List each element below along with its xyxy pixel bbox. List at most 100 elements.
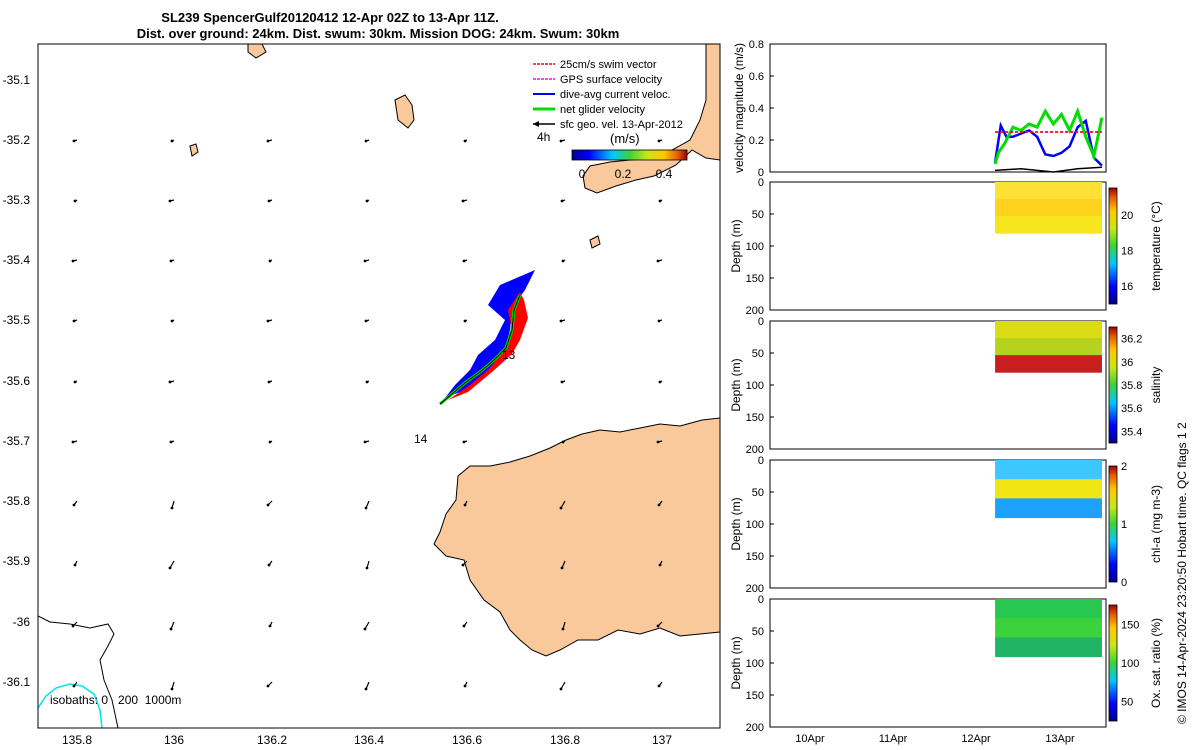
depth-ytick-label: 100 <box>746 241 764 253</box>
lat-tick-label: -35.1 <box>3 73 31 87</box>
depth-colorbar <box>1108 465 1118 583</box>
sfc-arrow <box>169 440 175 444</box>
depth-ylabel: Depth (m) <box>729 636 743 689</box>
depth-colorbar-label: temperature (°C) <box>1149 201 1163 291</box>
sfc-arrow <box>657 681 663 688</box>
lat-tick-label: -35.3 <box>3 193 31 207</box>
sfc-arrow <box>658 380 663 384</box>
depth-panel: 0 50 100 150 200 Depth (m) 16 18 20 temperature (… <box>729 177 1163 317</box>
time-tick-label: 10Apr <box>795 733 825 745</box>
sfc-arrow <box>170 139 175 143</box>
velocity-ytick-label: 0.6 <box>749 71 764 83</box>
heatmap-cell-band <box>995 469 1102 480</box>
depth-ytick-label: 0 <box>758 177 764 189</box>
lat-tick-label: -36 <box>13 615 31 629</box>
depth-colorbar-tick: 20 <box>1121 210 1133 222</box>
depth-ylabel: Depth (m) <box>729 358 743 411</box>
time-tick-label: 12Apr <box>961 733 991 745</box>
depth-ytick-label: 100 <box>746 658 764 670</box>
sfc-arrow <box>462 259 468 263</box>
sfc-arrow <box>559 319 566 323</box>
depth-ylabel: Depth (m) <box>729 219 743 272</box>
sfc-arrow <box>169 621 175 631</box>
figure-title-line1: SL239 SpencerGulf20120412 12-Apr 02Z to … <box>161 10 498 25</box>
small-island <box>394 94 415 129</box>
depth-ytick-label: 150 <box>746 273 764 285</box>
lat-tick-label: -36.1 <box>3 675 31 689</box>
glider-path-line <box>439 294 521 405</box>
heatmap-cell-band <box>995 355 1102 365</box>
depth-colorbar-tick: 36 <box>1121 357 1133 369</box>
sfc-arrow <box>463 500 468 507</box>
heatmap-cell-band <box>995 207 1102 217</box>
depth-colorbar-tick: 0 <box>1121 577 1127 589</box>
sfc-arrow <box>169 259 175 263</box>
velocity-frame <box>769 43 1107 173</box>
sfc-arrow <box>72 500 78 507</box>
sfc-arrow <box>71 440 78 444</box>
sfc-arrow <box>72 319 78 323</box>
lon-tick-label: 136.4 <box>354 733 384 747</box>
scale-label-4h: 4h <box>537 130 550 144</box>
sfc-arrow <box>266 139 273 143</box>
sfc-arrow <box>266 500 273 507</box>
depth-colorbar-tick: 35.8 <box>1121 380 1142 392</box>
lon-tick-label: 136.2 <box>257 733 287 747</box>
map-frame <box>37 43 721 729</box>
map-colorbar-tick: 0.2 <box>615 167 632 181</box>
lat-tick-label: -35.7 <box>3 434 31 448</box>
sfc-arrow <box>363 621 370 631</box>
depth-colorbar-tick: 16 <box>1121 281 1133 293</box>
heatmap-cell-band <box>995 224 1102 234</box>
depth-ytick-label: 150 <box>746 690 764 702</box>
heatmap-cell-band <box>995 508 1102 519</box>
sfc-arrow <box>364 500 370 510</box>
depth-colorbar-label: Ox. sat. ratio (%) <box>1149 618 1163 708</box>
map-colorbar-tick: 0 <box>579 167 586 181</box>
sfc-arrow <box>168 380 175 384</box>
sfc-arrow <box>656 621 663 628</box>
map-lat-axis: -35.1 -35.2 -35.3 -35.4 -35.5 -35.6 -35.… <box>3 73 31 689</box>
heatmap-cell-band <box>995 182 1102 192</box>
sfc-arrow <box>657 500 663 507</box>
lat-tick-label: -35.5 <box>3 313 31 327</box>
legend-label-swim: 25cm/s swim vector <box>560 59 657 71</box>
depth-colorbar-tick: 18 <box>1121 245 1133 257</box>
sfc-arrow <box>560 380 566 384</box>
isobath-0m <box>38 615 119 728</box>
sfc-arrow <box>268 440 273 444</box>
legend-label-current: dive-avg current veloc. <box>560 89 671 101</box>
depth-ytick-label: 0 <box>758 455 764 467</box>
depth-ytick-label: 50 <box>752 348 764 360</box>
depth-ytick-label: 50 <box>752 209 764 221</box>
sfc-arrow <box>170 500 175 510</box>
depth-ytick-label: 0 <box>758 316 764 328</box>
depth-colorbar-tick: 2 <box>1121 461 1127 473</box>
velocity-series <box>993 106 1104 173</box>
velocity-panel: 0 0.2 0.4 0.6 0.8 velocity magnitude (m/s) <box>732 39 1107 179</box>
heatmap-cell-band <box>995 338 1102 348</box>
sfc-arrow <box>560 560 566 570</box>
sfc-arrow <box>656 259 663 263</box>
sfc-arrow <box>561 440 566 444</box>
sfc-arrow <box>463 681 468 688</box>
sfc-arrow <box>267 380 273 384</box>
depth-colorbar-label: salinity <box>1149 367 1163 404</box>
sfc-arrow <box>267 199 273 203</box>
map-colorbar-bar <box>571 149 688 161</box>
sfc-arrow <box>461 199 468 203</box>
depth-panel: 0 50 100 150 200 Depth (m) 35.4 35.6 35.8 36 36.2 s… <box>729 316 1163 456</box>
heatmap-cell-band <box>995 321 1102 331</box>
sfc-arrow <box>170 681 175 691</box>
velocity-series-line <box>993 106 1104 165</box>
sfc-arrow <box>365 199 370 203</box>
sfc-arrow <box>463 139 468 143</box>
depth-ytick-label: 150 <box>746 551 764 563</box>
isobath-200m <box>38 683 103 728</box>
sfc-arrow <box>268 621 273 628</box>
depth-colorbar-tick: 50 <box>1121 697 1133 709</box>
lon-tick-label: 136.6 <box>452 733 482 747</box>
depth-ytick-label: 200 <box>746 583 764 595</box>
sfc-arrow <box>72 139 78 143</box>
